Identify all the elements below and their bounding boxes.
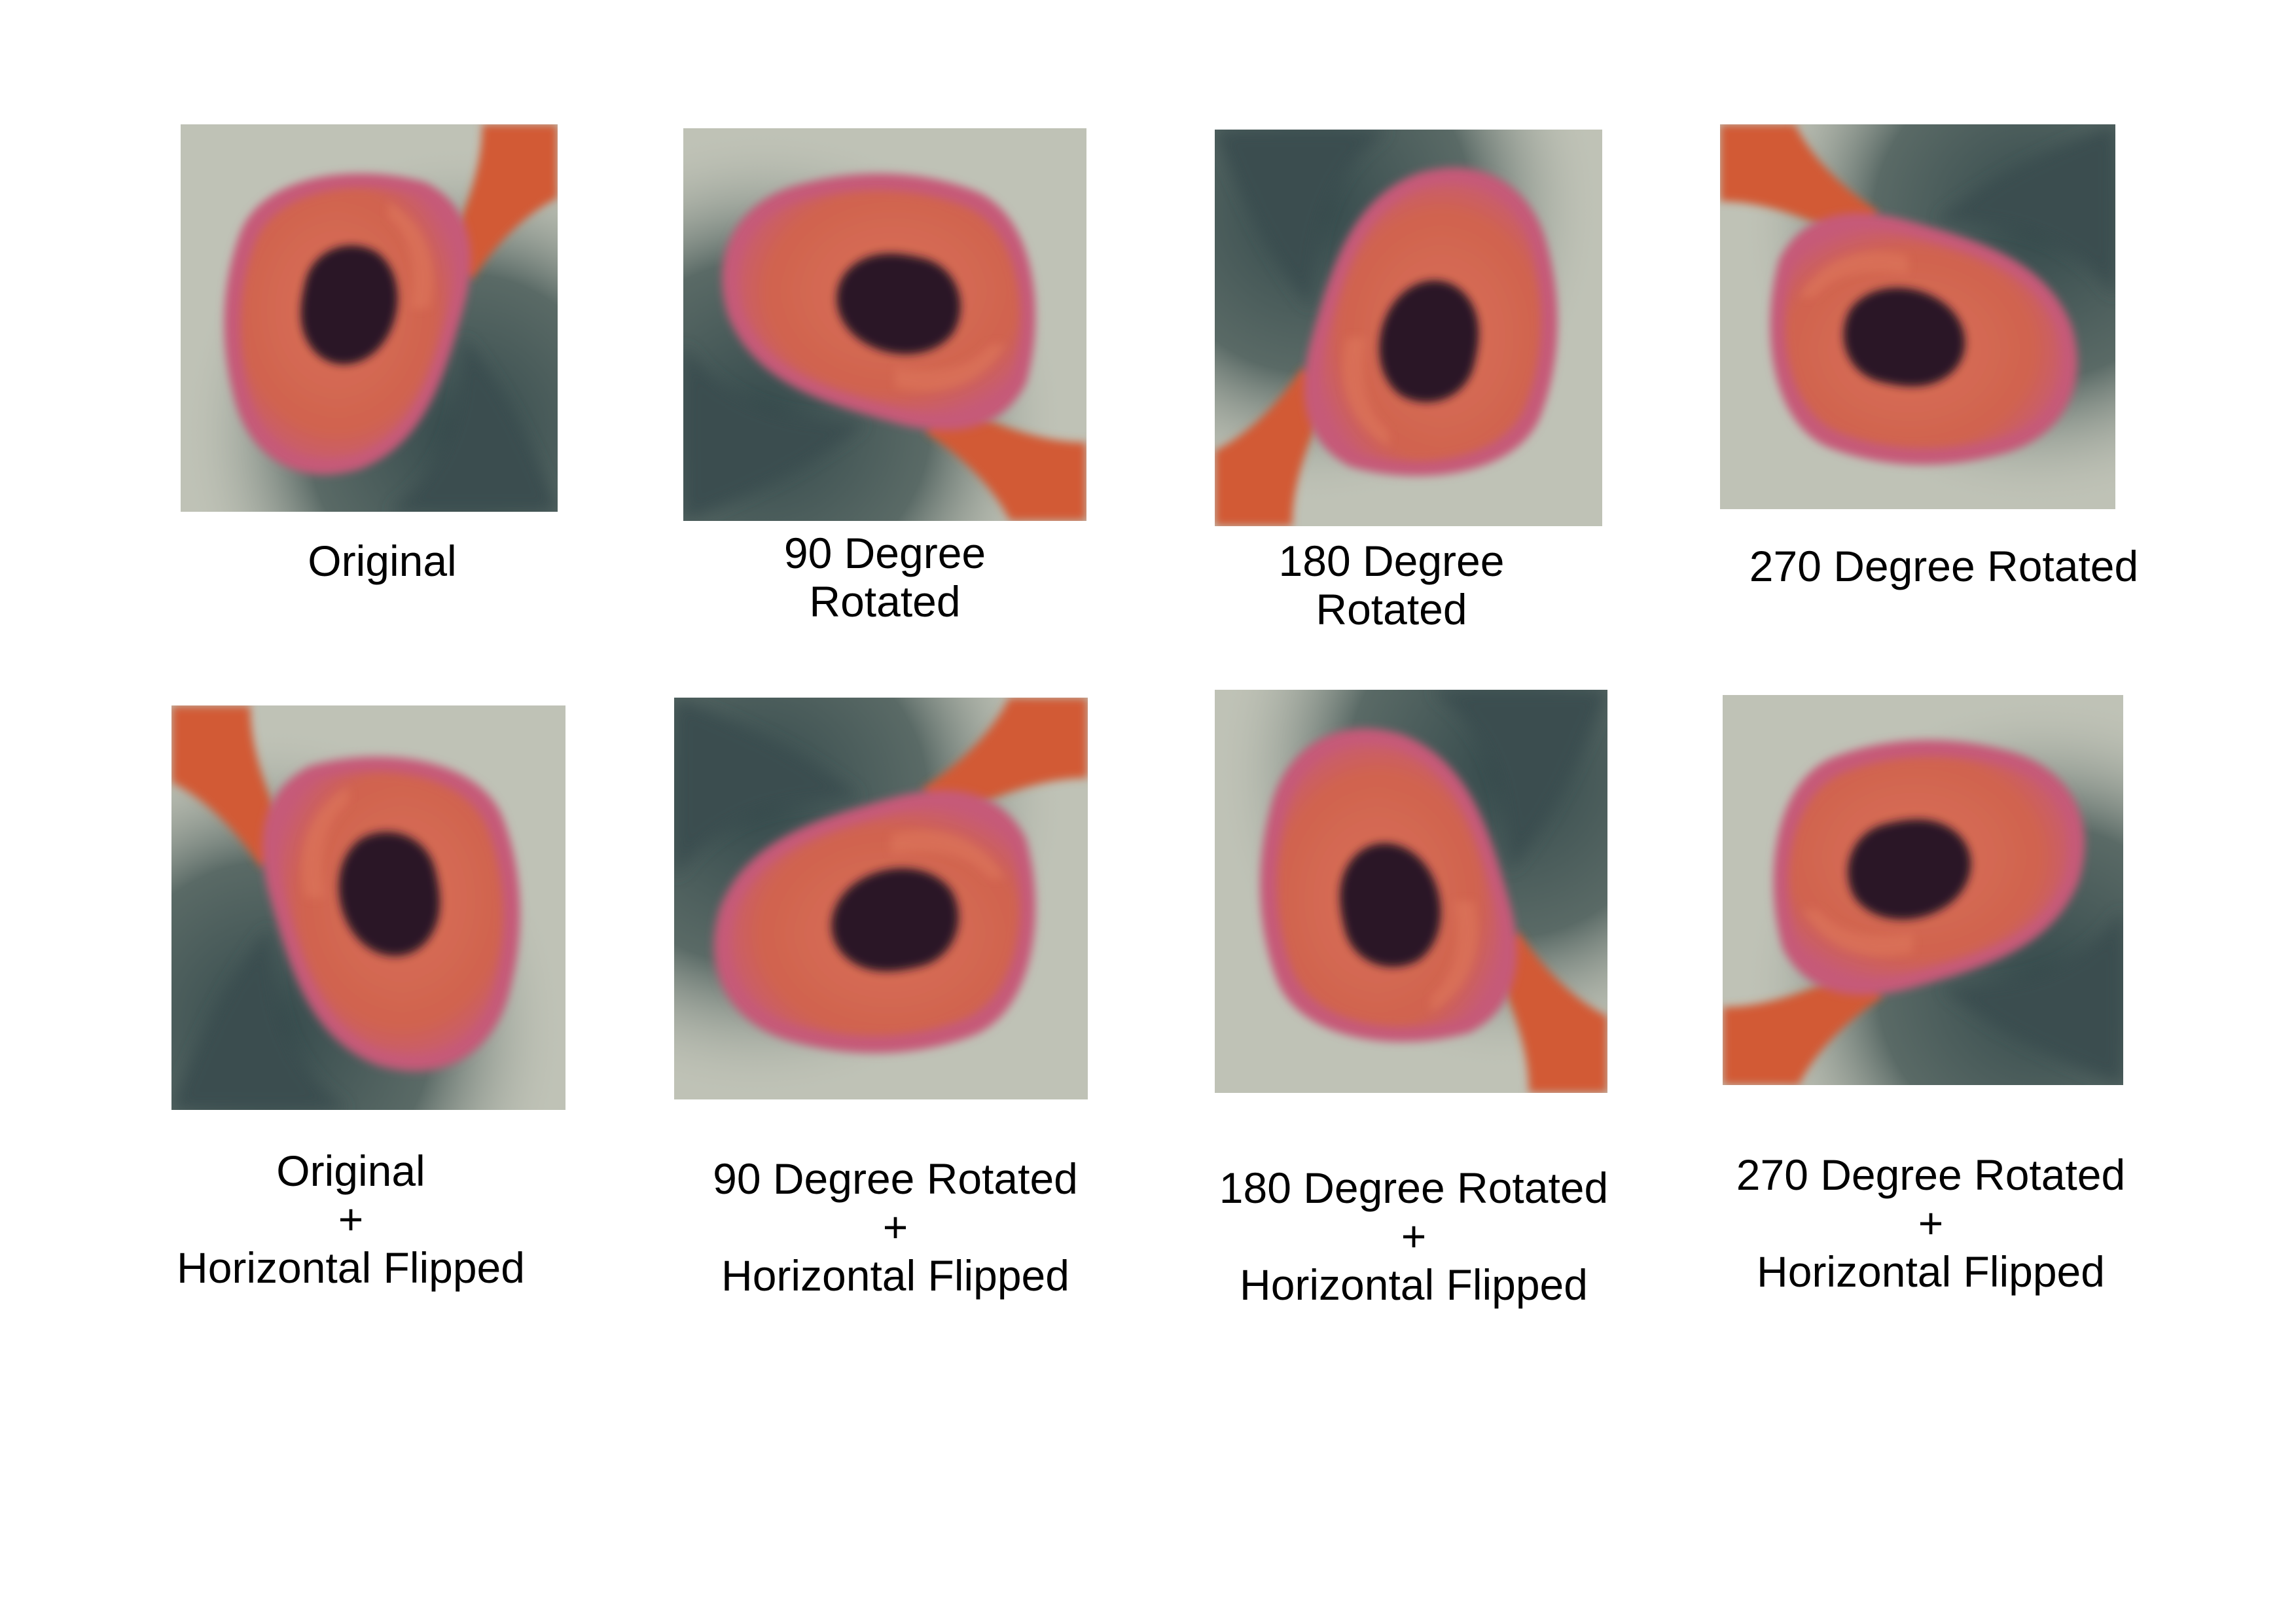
cell-image-270-rotated-flipped <box>1723 695 2123 1085</box>
caption-90-rotated-flipped: 90 Degree Rotated + Horizontal Flipped <box>713 1154 1078 1300</box>
caption-270-rotated: 270 Degree Rotated <box>1749 542 2139 590</box>
caption-180-rotated-flipped: 180 Degree Rotated + Horizontal Flipped <box>1219 1164 1609 1309</box>
cell-image-90-rotated <box>683 128 1086 521</box>
cell-image-180-rotated <box>1215 130 1602 526</box>
cell-image-original-flipped <box>171 705 565 1110</box>
cell-image-original <box>181 124 558 512</box>
cell-image-180-rotated-flipped <box>1215 690 1607 1093</box>
caption-180-rotated: 180 Degree Rotated <box>1278 537 1505 633</box>
caption-90-rotated: 90 Degree Rotated <box>783 529 986 626</box>
cell-image-90-rotated-flipped <box>674 698 1088 1099</box>
caption-original: Original <box>308 537 457 585</box>
cell-image-270-rotated <box>1720 124 2115 509</box>
caption-270-rotated-flipped: 270 Degree Rotated + Horizontal Flipped <box>1736 1150 2126 1296</box>
caption-original-flipped: Original + Horizontal Flipped <box>177 1147 525 1292</box>
